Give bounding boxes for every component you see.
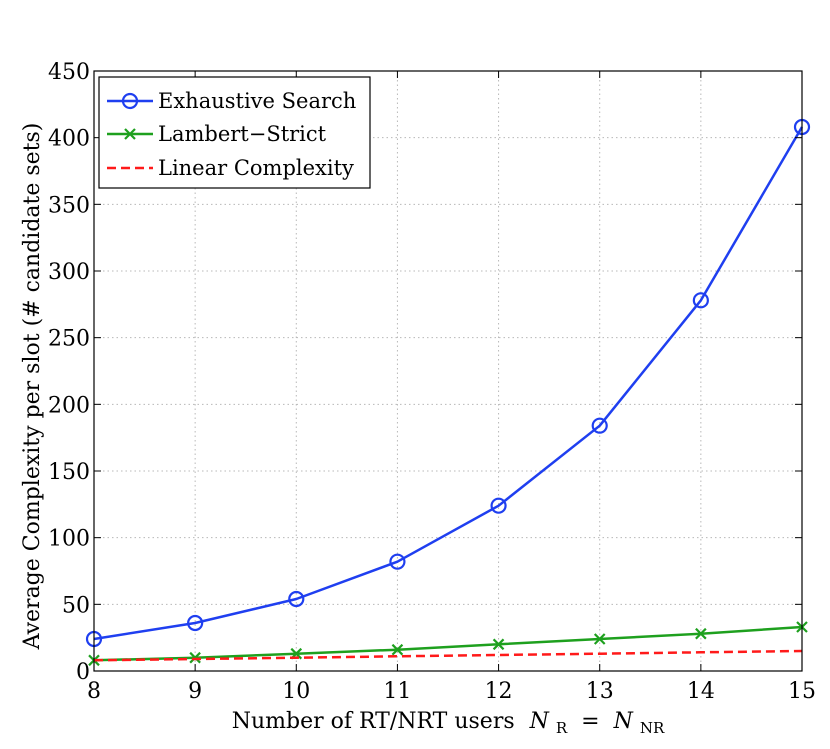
y-tick-label: 200 [48,393,90,418]
tick-labels: 8 9 10 11 12 13 14 1505010015020025030035040045… [48,60,816,704]
x-tick-label: 15 [788,679,816,704]
data-point-exhaustive-search [389,553,406,570]
x-tick-label: 8 [87,679,101,704]
legend-entry-linear-complexity: Linear Complexity [107,156,354,180]
y-tick-label: 250 [48,327,90,352]
data-point-exhaustive-search [187,614,204,632]
x-axis-label-sub-left: R [556,719,568,737]
y-axis-label: Average Complexity per slot (# candidate… [20,123,45,651]
legend-marker-circle [121,92,139,110]
series-linear-complexity [93,649,803,662]
ticks [93,70,803,672]
data-point-exhaustive-search [288,590,305,608]
x-axis-label-var-right: N [613,709,634,734]
x-tick-label: 11 [383,679,411,704]
data-point-lambert-strict [492,638,505,651]
data-point-exhaustive-search [591,417,608,434]
y-tick-label: 400 [48,127,90,152]
legend-label-exhaustive-search: Exhaustive Search [158,89,356,113]
x-axis-label-equals: = [574,709,606,734]
data-point-lambert-strict [593,633,606,645]
x-tick-label: 9 [188,679,202,704]
data-point-lambert-strict [189,651,201,664]
legend-label-lambert-strict: Lambert−Strict [158,122,327,146]
x-axis-label-text: Number of RT/NRT users [232,709,515,734]
series-line-lambert-strict [93,625,803,662]
grid [94,71,802,671]
legend-entry-exhaustive-search: Exhaustive Search [107,89,356,113]
series-line-exhaustive-search [93,126,804,641]
legend-label-linear-complexity: Linear Complexity [158,156,354,180]
x-tick-label: 10 [282,679,310,704]
legend-entry-lambert-strict: Lambert−Strict [107,122,327,146]
legend: Exhaustive Search Lambert−Strict Linear … [98,76,371,189]
y-tick-label: 450 [48,60,90,85]
series-lambert-strict [88,621,808,667]
series-line-linear-complexity [93,649,803,662]
x-axis-label: Number of RT/NRT users N R = N NR [232,709,665,739]
data-point-exhaustive-search [692,292,709,309]
y-tick-label: 100 [48,527,90,552]
legend-marker-x [124,128,136,140]
y-tick-label: 350 [48,193,90,218]
plot-frame [93,70,803,672]
data-point-lambert-strict [391,643,404,656]
y-tick-label: 300 [48,260,90,285]
legend-box [98,76,371,189]
x-tick-label: 12 [485,679,513,704]
y-tick-label: 0 [76,660,90,685]
y-tick-label: 150 [48,460,90,485]
y-tick-label: 50 [62,593,90,618]
x-tick-label: 13 [586,679,614,704]
data-point-lambert-strict [695,627,707,640]
x-axis-label-sub-right: NR [640,719,665,737]
x-tick-label: 14 [687,679,715,704]
x-axis-label-var-left: N [529,709,550,734]
data-point-exhaustive-search [490,497,507,514]
